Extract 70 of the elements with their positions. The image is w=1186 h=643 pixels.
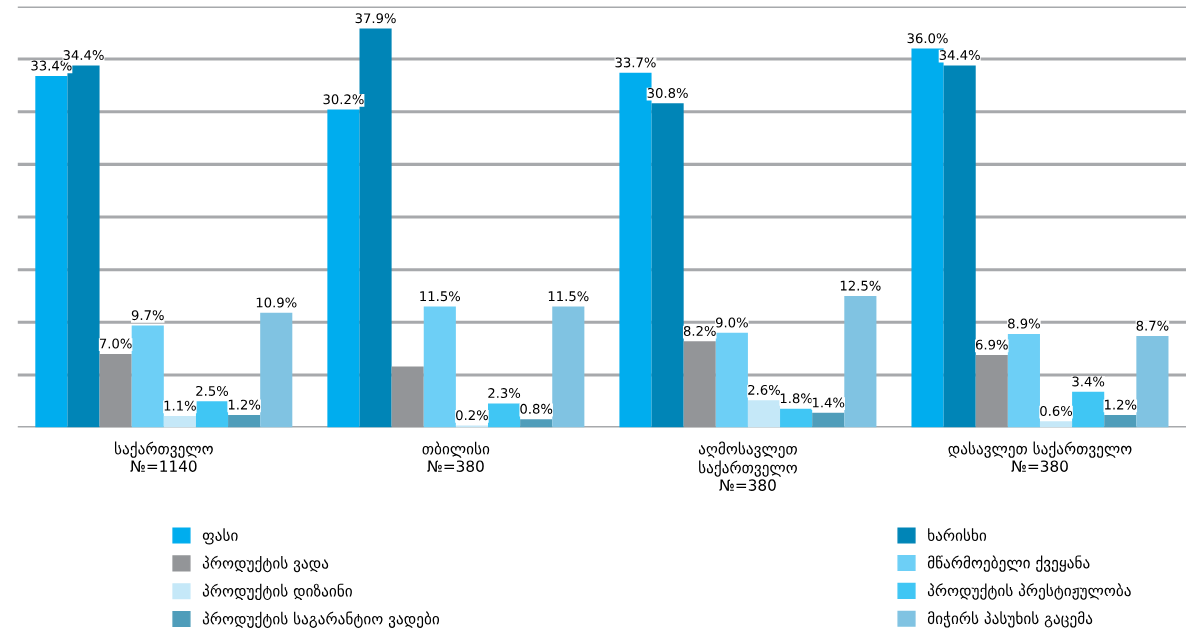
bar bbox=[163, 416, 196, 428]
data-label: 11.5% bbox=[420, 291, 461, 302]
data-label: 1.4% bbox=[812, 397, 845, 408]
data-label: 1.2% bbox=[1104, 399, 1137, 410]
data-label: 0.8% bbox=[520, 403, 553, 414]
legend-label: მიჭირს პასუხის გაცემა bbox=[927, 611, 1093, 628]
bar bbox=[1072, 391, 1105, 428]
bar bbox=[780, 408, 813, 428]
data-label: 1.2% bbox=[228, 399, 261, 410]
legend-label: პროდუქტის ვადა bbox=[202, 555, 329, 573]
bar bbox=[1039, 421, 1073, 428]
bar bbox=[455, 425, 488, 428]
bar bbox=[1136, 335, 1169, 428]
legend-label: ხარისხი bbox=[928, 528, 987, 542]
bar bbox=[975, 354, 1008, 428]
bar bbox=[35, 75, 68, 428]
data-label: 2.6% bbox=[748, 384, 781, 395]
bar bbox=[943, 65, 976, 428]
data-label: 0.6% bbox=[1040, 405, 1073, 416]
legend-label: მწარმოებელი ქვეყანა bbox=[927, 555, 1090, 572]
bar bbox=[487, 403, 521, 428]
bar bbox=[195, 401, 229, 428]
legend-label: ფასი bbox=[202, 528, 238, 545]
bar bbox=[812, 412, 845, 428]
x-tick-label: აღმოსავლეთ საქართველო №=380 bbox=[698, 441, 797, 491]
bar bbox=[1104, 414, 1137, 428]
data-label: 0.2% bbox=[456, 410, 488, 421]
bar bbox=[651, 103, 684, 428]
data-label: 12.5% bbox=[840, 280, 881, 291]
data-label: 30.2% bbox=[323, 94, 364, 105]
data-label: 2.3% bbox=[488, 388, 521, 399]
bar bbox=[228, 414, 261, 428]
bar bbox=[715, 332, 748, 428]
bar bbox=[1007, 333, 1040, 428]
data-label: 7.0% bbox=[99, 338, 132, 349]
bar bbox=[327, 109, 360, 428]
data-label: 2.5% bbox=[196, 385, 229, 396]
bar bbox=[844, 295, 877, 428]
data-label: 8.2% bbox=[683, 325, 716, 336]
bar bbox=[391, 366, 424, 428]
data-label: 34.4% bbox=[939, 50, 980, 61]
data-label: 8.9% bbox=[1008, 318, 1040, 329]
x-tick-label: თბილისი №=380 bbox=[422, 441, 490, 472]
data-label: 30.8% bbox=[647, 87, 688, 98]
data-label: 9.0% bbox=[715, 317, 748, 328]
bar bbox=[423, 306, 456, 428]
bar bbox=[683, 341, 716, 428]
data-label: 1.1% bbox=[164, 400, 196, 411]
x-tick-label: საქართველო №=1140 bbox=[114, 441, 213, 472]
legend-label: პროდუქტის საგარანტიო ვადები bbox=[202, 611, 440, 628]
data-label: 11.5% bbox=[548, 291, 589, 302]
bar bbox=[260, 312, 293, 428]
data-label: 34.4% bbox=[63, 50, 104, 61]
data-label: 33.4% bbox=[31, 60, 72, 71]
data-label: 6.9% bbox=[975, 339, 1008, 350]
data-label: 9.7% bbox=[131, 310, 164, 321]
bar bbox=[747, 400, 781, 428]
data-label: 10.9% bbox=[256, 297, 297, 308]
data-label: 1.8% bbox=[780, 393, 813, 404]
legend-label: პროდუქტის პრესტიჟულობა bbox=[927, 583, 1131, 600]
data-label: 36.0% bbox=[907, 33, 948, 44]
data-label: 37.9% bbox=[355, 13, 396, 24]
bar bbox=[552, 306, 585, 428]
data-label: 33.7% bbox=[615, 57, 656, 68]
bar bbox=[99, 353, 132, 428]
data-label: 3.4% bbox=[1072, 376, 1105, 387]
legend-label: პროდუქტის დიზაინი bbox=[202, 583, 352, 601]
data-label: 8.7% bbox=[1136, 320, 1169, 331]
x-tick-label: დასავლეთ საქართველო №=380 bbox=[948, 441, 1132, 472]
bar bbox=[520, 419, 553, 428]
